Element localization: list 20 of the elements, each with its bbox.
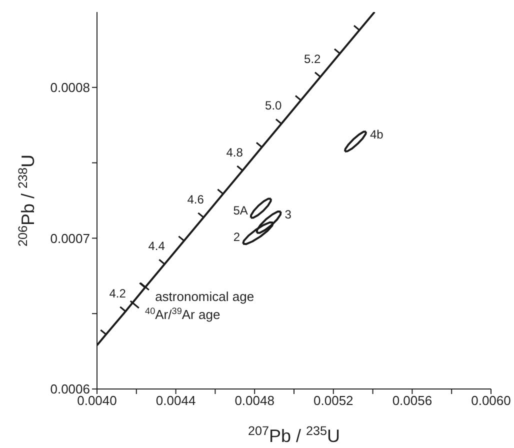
x-tick-label: 0.0056 [392,393,432,408]
y-tick-label: 0.0007 [50,230,90,246]
annotation: 4.4 [148,239,166,254]
series-label: 4b [370,128,384,142]
series-label: 5A [233,204,248,218]
x-tick-label: 0.0052 [314,393,354,408]
annotation: 5.2 [304,52,322,66]
series-label: 3 [284,208,292,222]
y-tick-label: 0.0008 [50,80,90,96]
x-axis-title: $^{207}$Pb / $^{235}$U [248,424,340,446]
annotation: 4.8 [226,145,244,160]
annotation: 4.6 [187,192,204,206]
series-label: astronomical age [155,288,254,304]
annotation: 4.2 [109,286,126,300]
series-label: 2 [233,230,240,244]
x-tick-label: 0.0048 [234,393,274,408]
annotation: 5.0 [265,98,282,113]
x-tick-label: 0.0060 [471,393,511,408]
legend-label: $^{40}$Ar/$^{39}$Ar age [145,306,220,322]
x-tick-label: 0.0044 [156,393,196,408]
